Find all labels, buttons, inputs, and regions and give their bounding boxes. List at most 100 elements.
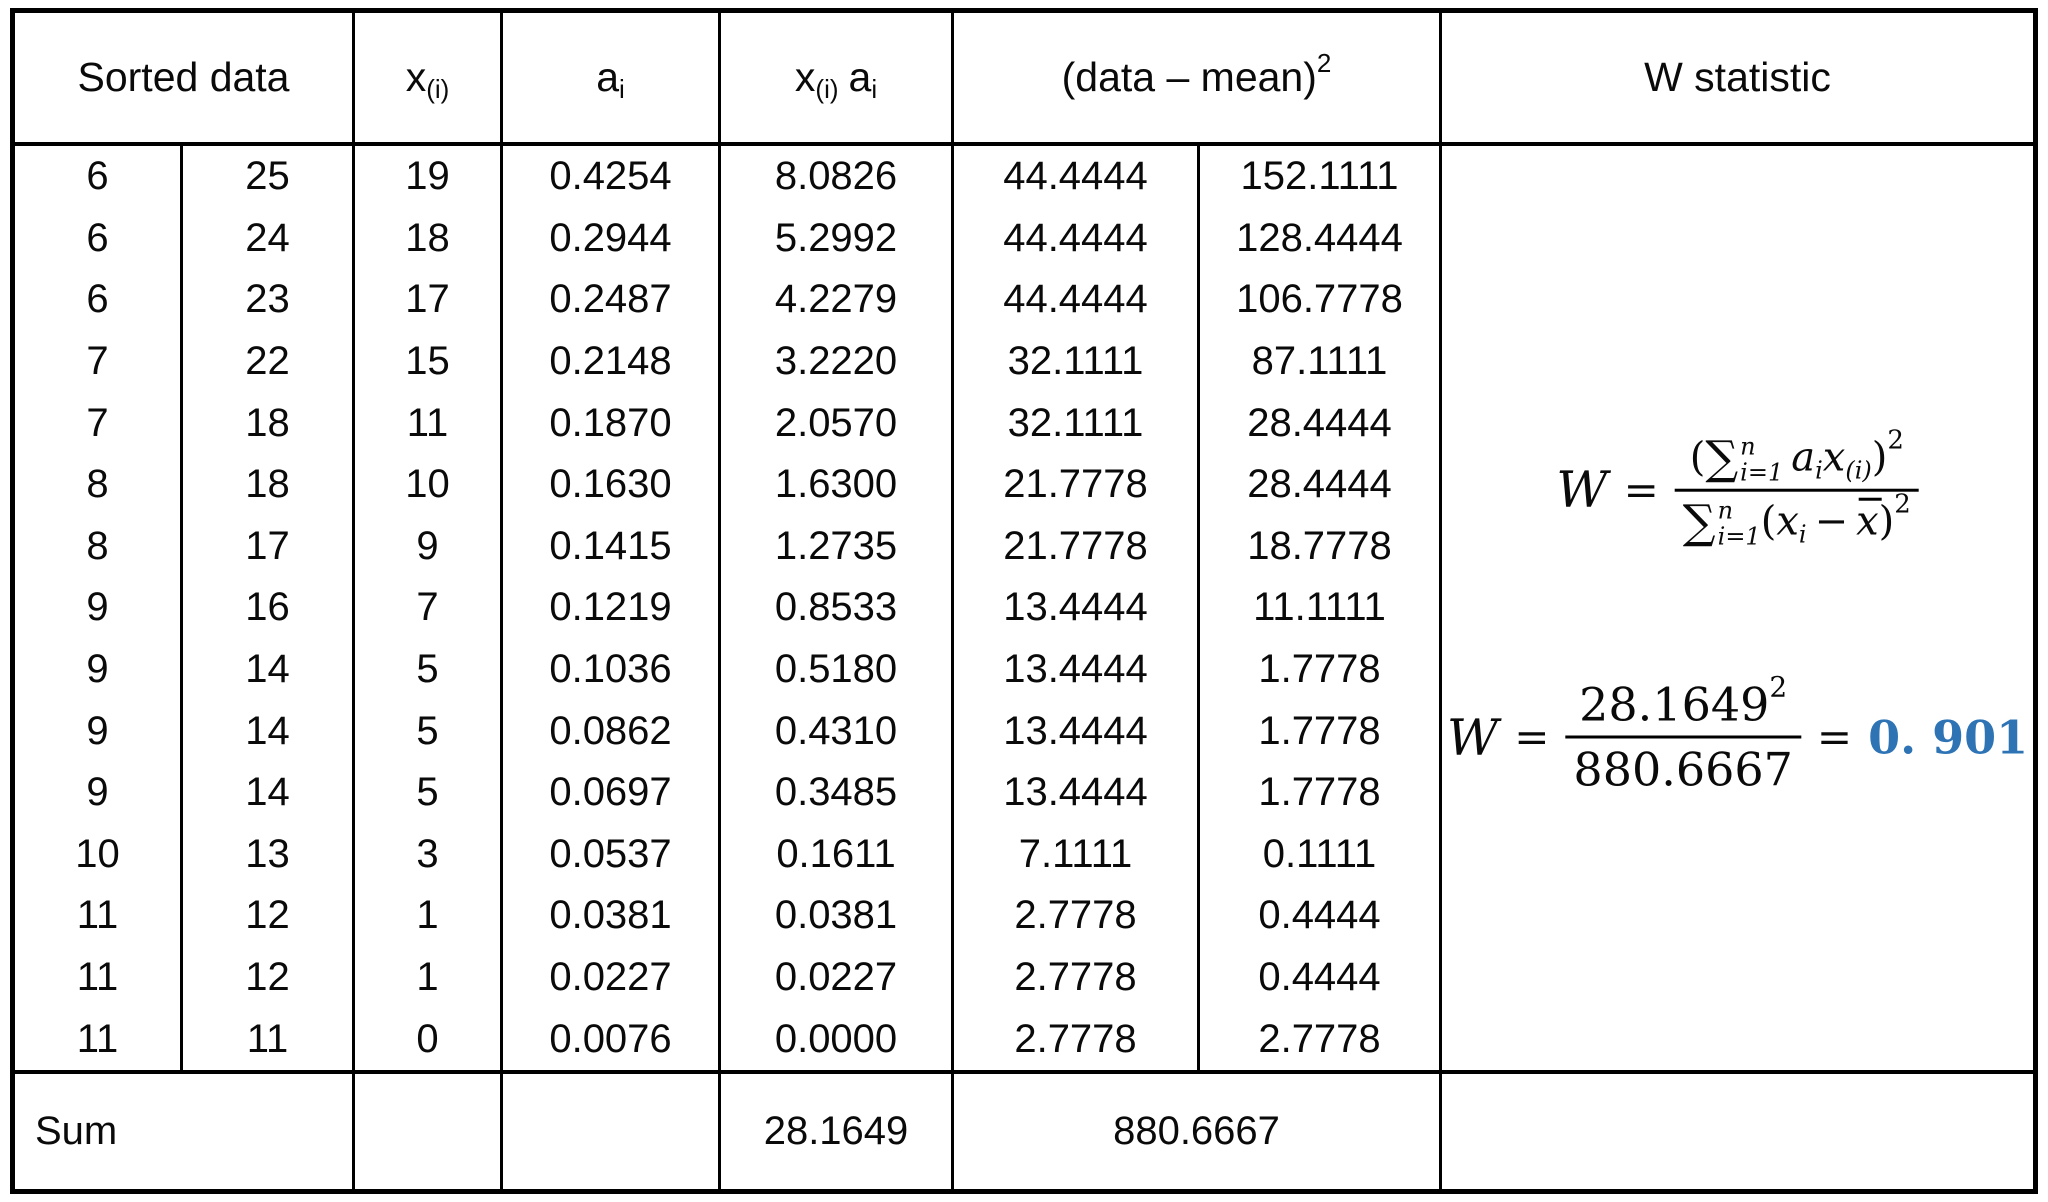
table-cell: 1.7778: [1258, 770, 1381, 815]
table-cell: 10: [405, 462, 450, 507]
numerator-value: 28.1649: [1579, 677, 1770, 732]
table-cell: 4.2279: [774, 277, 898, 322]
table-cell: 28.4444: [1247, 400, 1392, 445]
table-cell: 13.4444: [1003, 770, 1148, 815]
denominator-value: 880.6667: [1573, 742, 1793, 797]
header-sorted-data-label: Sorted data: [77, 54, 290, 100]
table-cell: 21.7778: [1003, 523, 1148, 568]
table-cell: 10: [75, 831, 120, 876]
table-cell: 0.1036: [549, 647, 672, 692]
formula-equals-2: =: [1816, 712, 1853, 762]
sigma-limits: n i=1: [1717, 496, 1761, 550]
header-xa-product: x (i) a i: [721, 13, 954, 146]
header-a-base: a: [596, 54, 620, 100]
sigma-limits: n i=1: [1740, 433, 1784, 488]
table-cell: 0.8533: [774, 585, 898, 630]
table-cell: 7.1111: [1018, 831, 1133, 876]
sigma-upper-limit: n: [1717, 496, 1734, 525]
sum-label-cell: Sum: [15, 1070, 355, 1189]
table-cell: 1: [416, 893, 439, 938]
table-cell: 1.7778: [1258, 708, 1381, 753]
sum-empty-x: [355, 1070, 503, 1189]
table-cell: 106.7778: [1236, 277, 1403, 322]
table-cell: 11: [406, 400, 449, 445]
var-x-subscript: (i): [1845, 457, 1872, 486]
table-cell: 14: [245, 770, 290, 815]
var-x-bar: x: [1856, 497, 1882, 545]
table-cell: 128.4444: [1236, 215, 1403, 260]
table-cell: 0.4444: [1258, 893, 1381, 938]
table-cell: 87.1111: [1251, 339, 1388, 384]
paren-open: (: [1760, 498, 1777, 545]
table-cell: 11: [76, 955, 119, 1000]
header-a-subscript: i: [619, 74, 625, 104]
table-cell: 13.4444: [1003, 708, 1148, 753]
table-cell: 22: [245, 339, 290, 384]
table-cell: 0.1630: [549, 462, 672, 507]
sum-data-mean-total-cell: 880.6667: [954, 1070, 1442, 1189]
formula-equals: =: [1623, 465, 1659, 515]
table-cell: 0.0537: [549, 831, 672, 876]
table-cell: 11.1111: [1253, 585, 1386, 630]
sum-operator: ∑ n i=1: [1682, 494, 1761, 550]
numerator-exponent: 2: [1769, 670, 1788, 703]
table-cell: 17: [245, 523, 290, 568]
table-cell: 1.7778: [1258, 647, 1381, 692]
table-cell: 0.0227: [774, 955, 898, 1000]
table-cell: 0.0000: [774, 1016, 898, 1061]
table-cell: 17: [405, 277, 450, 322]
table-cell: 9: [86, 585, 109, 630]
header-data-mean-base: (data – mean): [1061, 54, 1317, 100]
table-cell: 14: [245, 647, 290, 692]
header-xa-x-base: x: [794, 54, 816, 100]
formula-equals: =: [1514, 712, 1550, 762]
table-cell: 32.1111: [1007, 339, 1144, 384]
table-cell: 24: [245, 215, 290, 260]
table-cell: 0.0697: [549, 770, 672, 815]
paren-close: ): [1871, 435, 1888, 482]
sigma-symbol: ∑: [1682, 494, 1716, 549]
numerator-exponent: 2: [1887, 426, 1904, 457]
table-cell: 13.4444: [1003, 585, 1148, 630]
table-cell: 25: [245, 154, 290, 199]
table-cell: 19: [405, 154, 450, 199]
table-cell: 18.7778: [1247, 523, 1392, 568]
var-a-subscript: i: [1815, 457, 1823, 486]
sum-xa-total-cell: 28.1649: [721, 1070, 954, 1189]
calculation-denominator: 880.6667: [1565, 735, 1801, 801]
paren-close: ): [1878, 498, 1895, 545]
table-cell: 3.2220: [774, 339, 898, 384]
table-cell: 5: [416, 647, 439, 692]
calculation-fraction: 28.1649 2 880.6667: [1565, 670, 1801, 801]
var-x: x: [1776, 498, 1799, 545]
table-cell: 152.1111: [1240, 154, 1399, 199]
table-cell: 13: [245, 831, 290, 876]
table-cell: 0.1111: [1262, 831, 1377, 876]
table-cell: 6: [86, 154, 109, 199]
formula-denominator: ∑ n i=1(x i − x) 2: [1674, 488, 1919, 553]
table-cell: 0.0381: [774, 893, 898, 938]
table-cell: 9: [86, 647, 109, 692]
table-cell: 6: [86, 215, 109, 260]
header-w-statistic: W statistic: [1442, 13, 2033, 146]
sum-label: Sum: [35, 1109, 118, 1153]
table-cell: 3: [416, 831, 439, 876]
column-data-mean-right: 152.1111 128.4444 106.7778 87.1111 28.4444 28…: [1200, 146, 1442, 1070]
sigma-lower-limit: i=1: [1740, 459, 1784, 488]
table-cell: 21.7778: [1003, 462, 1148, 507]
header-x-order-base: x: [405, 54, 427, 100]
formula-numerator: (∑ n i=1 a i x (i)) 2: [1675, 426, 1919, 489]
table-cell: 15: [405, 339, 450, 384]
table-cell: 1.6300: [774, 462, 898, 507]
var-a: a: [1791, 435, 1816, 482]
table-cell: 2.7778: [1014, 955, 1137, 1000]
w-result-value: 0. 901: [1868, 710, 2029, 764]
table-cell: 0.2487: [549, 277, 672, 322]
table-cell: 16: [245, 585, 290, 630]
table-cell: 18: [245, 462, 290, 507]
table-cell: 0: [416, 1016, 439, 1061]
header-sorted-data: Sorted data: [15, 13, 355, 146]
table-cell: 0.4310: [774, 708, 898, 753]
